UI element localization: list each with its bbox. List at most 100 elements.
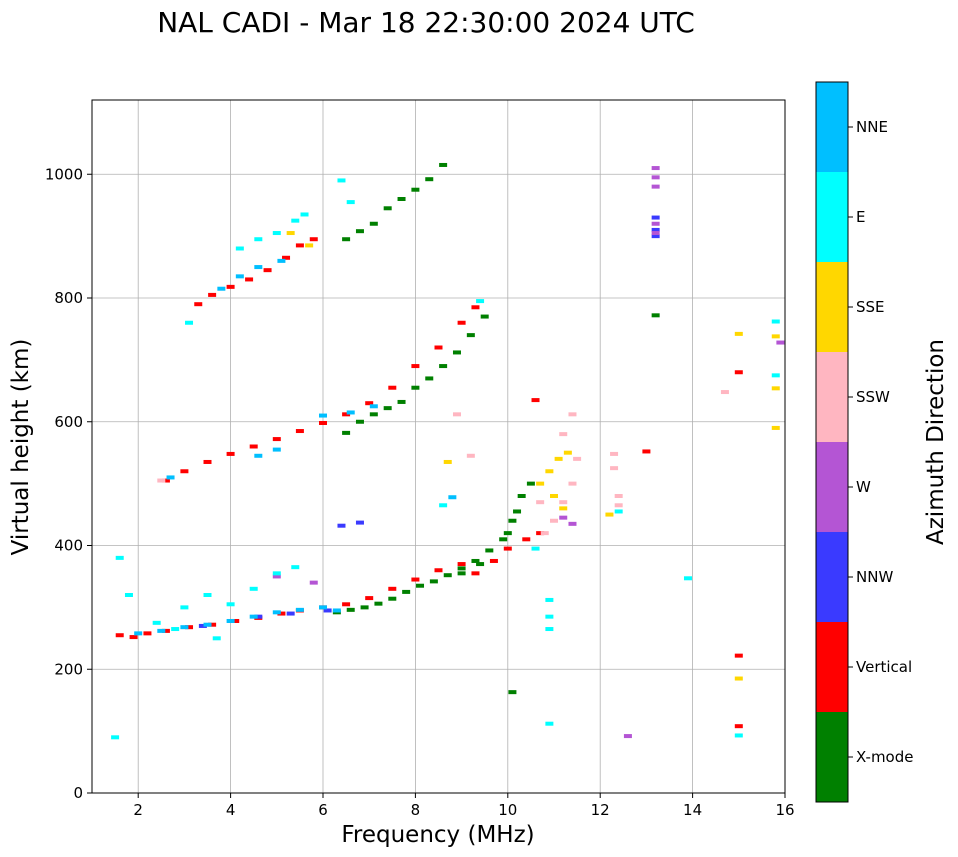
data-point [249,586,258,591]
data-point [568,412,577,417]
data-point [651,234,660,239]
colorbar-segment [816,712,848,802]
data-point [388,586,397,591]
data-point [540,531,549,536]
data-point [254,265,263,270]
x-axis-label: Frequency (MHz) [341,822,534,848]
data-point [476,299,485,304]
y-tick-label: 600 [54,413,83,431]
data-point [369,412,378,417]
data-point [185,320,194,325]
colorbar-tick-label: NNE [856,118,888,136]
data-point [439,364,448,369]
data-point [203,593,212,597]
colorbar-tick-label: SSE [856,298,885,316]
data-point [429,579,438,584]
data-point [683,576,692,581]
colorbar-tick-label: SSW [856,388,890,406]
data-point [443,459,452,464]
colorbar-segment [816,352,848,442]
data-point [124,593,133,597]
data-point [651,231,660,236]
colorbar-tick-label: X-mode [856,748,913,766]
data-point [157,478,166,483]
x-tick-label: 8 [411,801,421,819]
data-point [651,175,660,180]
data-point [171,627,180,632]
data-point [471,571,480,576]
series-w [272,166,785,739]
data-point [573,456,582,461]
colorbar-label: Azimuth Direction [923,339,949,545]
colorbar-segment [816,262,848,352]
data-point [559,500,568,505]
data-point [457,562,466,567]
data-point [471,305,480,310]
data-point [439,162,448,167]
data-point [291,218,300,223]
y-tick-label: 1000 [45,165,83,183]
x-tick-label: 10 [498,801,517,819]
data-point [323,608,332,613]
data-point [346,410,355,415]
data-point [508,690,517,695]
data-point [374,601,383,606]
colorbar: X-mode Vertical NNW W SSW SSE E NNE [816,82,913,802]
data-point [771,334,780,339]
data-point [388,385,397,390]
data-point [651,215,660,220]
data-point [346,607,355,612]
data-point [545,627,554,632]
data-point [337,178,346,183]
data-point [434,345,443,350]
data-point [383,406,392,411]
series-vertical [115,237,743,729]
data-point [536,531,545,536]
data-point [217,286,226,291]
plot-frame [91,99,786,794]
data-point [342,602,351,607]
data-point [194,302,203,307]
data-point [115,555,124,560]
data-point [559,432,568,437]
data-point [208,622,217,627]
data-point [208,292,217,297]
x-tick-label: 14 [683,801,702,819]
data-point [503,531,512,536]
data-point [531,398,540,403]
data-point [295,429,304,434]
data-point [346,200,355,205]
data-point [734,370,743,375]
data-point [355,520,364,525]
data-point [508,518,517,523]
data-point [522,537,531,542]
data-point [309,237,318,242]
data-point [129,635,138,640]
data-point [503,546,512,551]
data-point [254,453,263,458]
data-point [198,623,207,628]
data-point [355,229,364,234]
data-point [157,628,166,633]
data-point [342,237,351,242]
data-point [254,237,263,242]
data-point [369,221,378,226]
data-point [305,243,314,248]
y-tick-label: 200 [54,660,83,678]
data-point [272,571,281,576]
data-point [734,733,743,738]
data-point [545,721,554,726]
data-point [254,614,263,619]
y-tick-label: 800 [54,289,83,307]
data-point [249,614,258,619]
data-point [480,314,489,319]
series-x-mode [332,162,660,695]
grid-lines [92,100,786,794]
data-point [411,364,420,369]
data-point [277,611,286,616]
data-point [249,444,258,449]
data-point [466,453,475,458]
colorbar-tick-label: W [856,478,871,496]
data-point [425,376,434,381]
